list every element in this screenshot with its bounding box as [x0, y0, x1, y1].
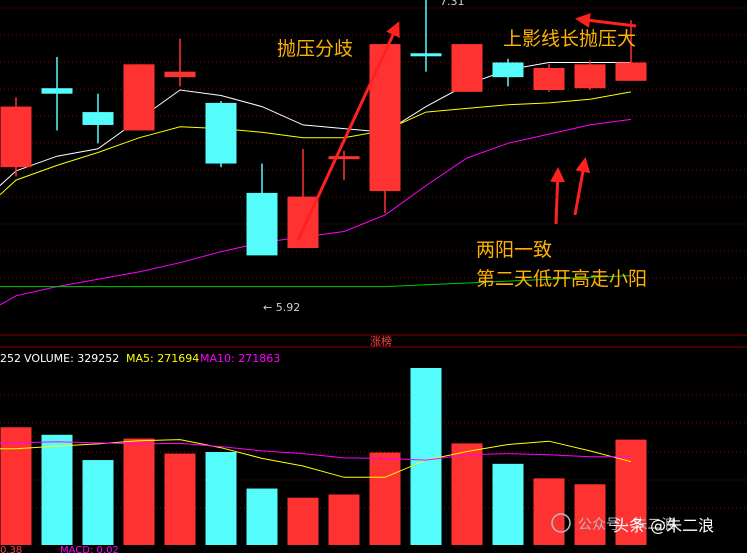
volume-bar — [205, 451, 237, 545]
candle-body — [82, 112, 114, 125]
candle-body — [41, 88, 73, 94]
candle-body — [451, 44, 483, 92]
volume-bar — [0, 427, 32, 545]
candle-body — [369, 44, 401, 192]
candle-body — [328, 156, 360, 160]
separator-label: 涨榜 — [370, 334, 392, 348]
annotation-upper-shadow: 上影线长抛压大 — [503, 28, 636, 50]
ma-line-yellow — [0, 91, 632, 196]
candle-body — [164, 71, 196, 78]
arrow-second-yang — [573, 157, 591, 216]
volume-bar — [287, 497, 319, 545]
volume-bar — [369, 452, 401, 545]
candle-body — [0, 106, 32, 168]
bottom-macd-value: MACD: 0.02 — [60, 545, 119, 553]
annotation-two-yang-line2: 第二天低开高走小阳 — [476, 268, 647, 290]
volume-bar — [574, 484, 606, 545]
watermark: 公众号 · 朱二浪 — [551, 513, 675, 533]
volume-bar — [123, 438, 155, 545]
volume-bar — [492, 463, 524, 545]
arrow-first-yang — [550, 167, 566, 225]
candle-body — [574, 64, 606, 89]
volume-bar — [410, 368, 442, 545]
candle-body — [615, 62, 647, 81]
volume-bars — [0, 368, 647, 545]
arrow-upper-shadow — [575, 12, 637, 28]
candle-body — [410, 53, 442, 57]
watermark-text: 公众号 · 朱二浪 — [578, 517, 675, 533]
volume-bar — [246, 488, 278, 545]
candle-body — [246, 192, 278, 256]
candle-body — [492, 62, 524, 78]
arrow-pressure-divergence — [296, 21, 400, 241]
volume-bar — [41, 434, 73, 545]
candlesticks — [0, 0, 647, 256]
volume-header-ma10: MA10: 271863 — [200, 352, 280, 365]
wechat-icon — [551, 513, 571, 533]
candle-body — [123, 64, 155, 131]
brand-text: 头条 @朱二浪 — [613, 516, 714, 535]
volume-bar — [533, 478, 565, 545]
ma-line-green — [0, 275, 632, 288]
annotation-pressure-divergence: 抛压分歧 — [277, 38, 353, 60]
volume-header-volume: VOLUME: 329252 — [24, 352, 119, 365]
candle-body — [205, 102, 237, 164]
high-price-label: 7.31 — [440, 0, 465, 8]
volume-bar — [164, 453, 196, 545]
low-price-label: ← 5.92 — [263, 301, 300, 314]
volume-ma-line-ma10 — [0, 441, 631, 461]
volume-bar — [82, 460, 114, 545]
bottom-partial-value: 0.38 — [0, 545, 22, 553]
volume-bar — [328, 494, 360, 545]
annotation-two-yang-line1: 两阳一致 — [476, 239, 552, 261]
volume-ma-lines — [0, 439, 632, 478]
volume-header-prefix: 252 — [0, 352, 21, 365]
volume-ma-line-ma5 — [0, 439, 632, 478]
volume-bar — [451, 443, 483, 545]
volume-header-ma5: MA5: 271694 — [126, 352, 199, 365]
candle-body — [533, 67, 565, 91]
